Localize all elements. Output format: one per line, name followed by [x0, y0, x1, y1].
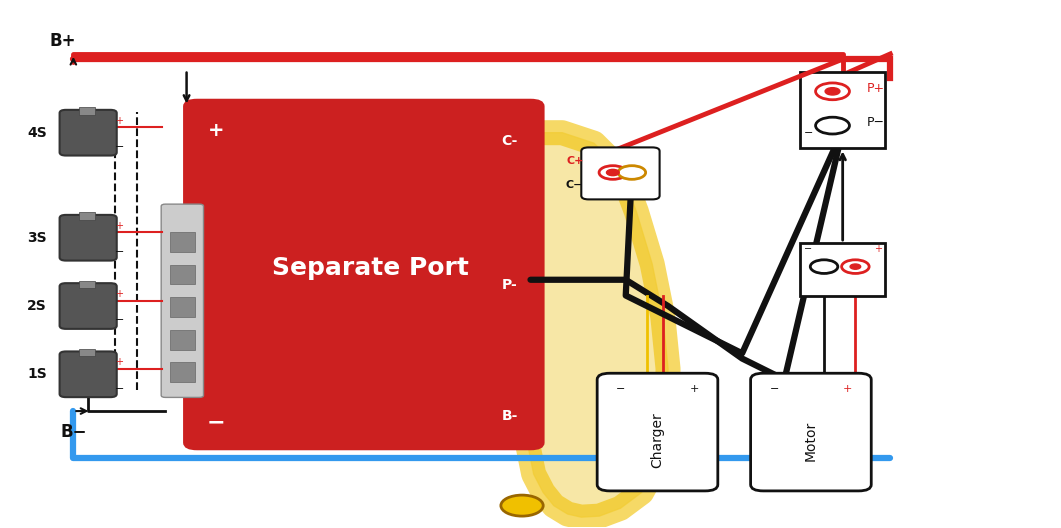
FancyBboxPatch shape [597, 373, 718, 491]
Text: 3S: 3S [28, 231, 47, 245]
Text: C+: C+ [566, 156, 584, 166]
FancyBboxPatch shape [581, 147, 660, 200]
Text: +: + [115, 357, 123, 367]
Text: B-: B- [502, 409, 518, 423]
Bar [170, 232, 195, 252]
Polygon shape [522, 133, 668, 517]
Text: +: + [115, 221, 123, 231]
Circle shape [816, 117, 850, 134]
Circle shape [501, 495, 543, 516]
Text: −: − [115, 247, 124, 257]
Text: +: + [115, 116, 123, 126]
Circle shape [607, 169, 620, 176]
Circle shape [599, 166, 627, 180]
FancyBboxPatch shape [750, 373, 871, 491]
Text: −: − [115, 142, 124, 152]
Text: +: + [115, 289, 123, 299]
FancyBboxPatch shape [59, 352, 117, 397]
Text: Charger: Charger [650, 412, 664, 468]
Text: −: − [769, 384, 779, 394]
Text: +: + [208, 120, 225, 139]
Text: −: − [207, 412, 226, 432]
Bar [800, 72, 885, 148]
FancyBboxPatch shape [59, 283, 117, 329]
Text: C−: C− [566, 180, 584, 190]
Bar [170, 329, 195, 350]
Text: −: − [803, 244, 812, 254]
FancyBboxPatch shape [59, 110, 117, 156]
Text: 1S: 1S [28, 367, 47, 381]
Text: B+: B+ [50, 32, 76, 50]
Text: −: − [616, 384, 626, 394]
Text: P+: P+ [867, 82, 885, 95]
Text: −: − [115, 384, 124, 394]
Text: −: − [803, 128, 813, 138]
Text: +: + [842, 384, 852, 394]
Text: Separate Port: Separate Port [272, 256, 469, 280]
Bar [80, 280, 94, 288]
Text: C-: C- [502, 134, 518, 147]
Text: P−: P− [867, 117, 885, 129]
Text: Motor: Motor [804, 420, 818, 460]
Text: B−: B− [60, 423, 87, 441]
Circle shape [841, 260, 869, 274]
Bar [170, 265, 195, 285]
Circle shape [825, 88, 840, 95]
Text: 2S: 2S [28, 299, 47, 313]
Bar [170, 362, 195, 382]
Bar [80, 349, 94, 356]
Circle shape [811, 260, 838, 274]
Circle shape [816, 83, 850, 100]
Text: 4S: 4S [28, 126, 47, 140]
Bar [80, 212, 94, 220]
FancyBboxPatch shape [161, 204, 204, 398]
Bar [800, 243, 885, 296]
Bar [170, 297, 195, 317]
Circle shape [850, 264, 860, 269]
Text: P-: P- [502, 278, 518, 291]
FancyBboxPatch shape [185, 100, 543, 449]
Bar [80, 107, 94, 115]
FancyBboxPatch shape [59, 215, 117, 261]
Text: +: + [874, 244, 882, 254]
Circle shape [619, 166, 646, 180]
Text: −: − [115, 315, 124, 325]
Text: +: + [690, 384, 699, 394]
